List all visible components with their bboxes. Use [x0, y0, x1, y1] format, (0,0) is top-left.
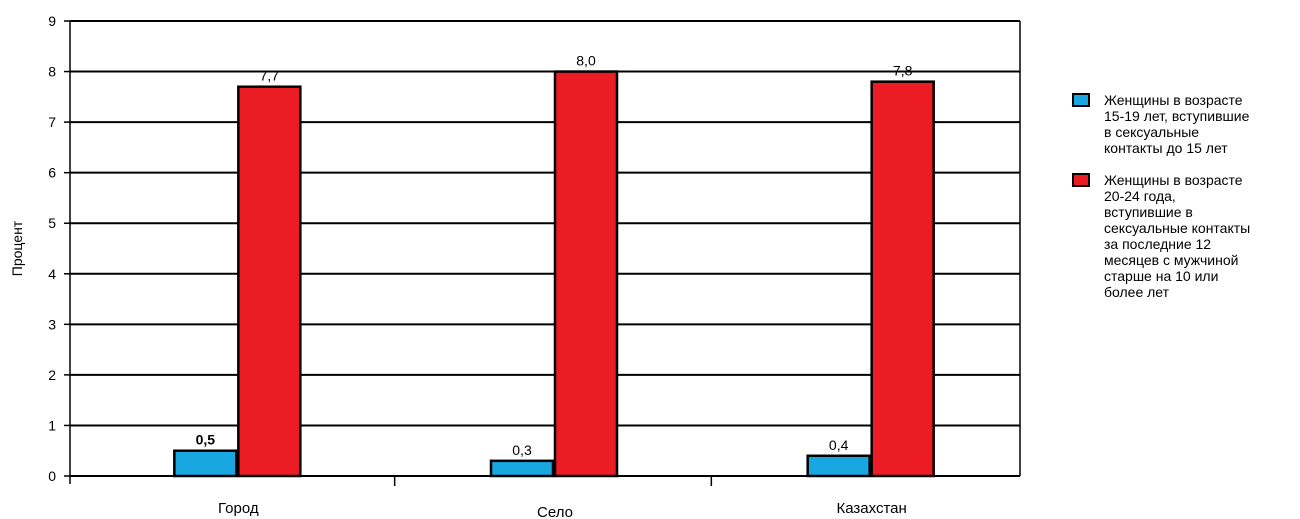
- data-label: 0,3: [512, 442, 532, 458]
- bar-red: [870, 80, 935, 478]
- y-tick-label: 6: [48, 165, 56, 181]
- y-tick-label: 0: [48, 468, 56, 484]
- y-tick-label: 2: [48, 367, 56, 383]
- data-label: 0,5: [196, 432, 216, 448]
- legend-swatch-blue: [1072, 93, 1090, 107]
- legend-item-girls-15-19: Женщины в возрасте 15-19 лет, вступившие…: [1072, 92, 1300, 156]
- x-category-label: Село: [537, 504, 573, 519]
- legend-swatch-red: [1072, 173, 1090, 187]
- y-tick-label: 1: [48, 417, 56, 433]
- y-axis-label: Процент: [9, 220, 25, 276]
- y-tick-label: 7: [48, 114, 56, 130]
- x-category-label: Казахстан: [837, 500, 907, 517]
- bar-chart: 0 1 2 3 4 5 6 7 8 9 Процент 0,5 7,7 Город 0,3 8,0 Село 0,…: [9, 13, 1021, 519]
- legend-label: Женщины в возрасте 20-24 года, вступивши…: [1104, 172, 1251, 300]
- legend: Женщины в возрасте 15-19 лет, вступившие…: [1072, 92, 1300, 316]
- bar-blue: [173, 449, 238, 478]
- legend-label: Женщины в возрасте 15-19 лет, вступившие…: [1104, 92, 1250, 156]
- y-tick-label: 9: [48, 13, 56, 29]
- bar-blue: [489, 459, 555, 478]
- y-tick-label: 3: [48, 316, 56, 332]
- y-tick-label: 4: [48, 266, 56, 282]
- data-label: 7,7: [260, 68, 280, 84]
- bar-blue: [806, 454, 871, 478]
- y-tick-label: 8: [48, 64, 56, 80]
- data-label: 7,8: [893, 63, 913, 79]
- legend-item-women-20-24: Женщины в возрасте 20-24 года, вступивши…: [1072, 172, 1300, 300]
- data-label: 8,0: [576, 53, 596, 69]
- bar-red: [237, 85, 302, 478]
- data-label: 0,4: [829, 437, 849, 453]
- x-category-label: Город: [218, 500, 259, 517]
- y-tick-label: 5: [48, 215, 56, 231]
- bar-red: [553, 70, 619, 478]
